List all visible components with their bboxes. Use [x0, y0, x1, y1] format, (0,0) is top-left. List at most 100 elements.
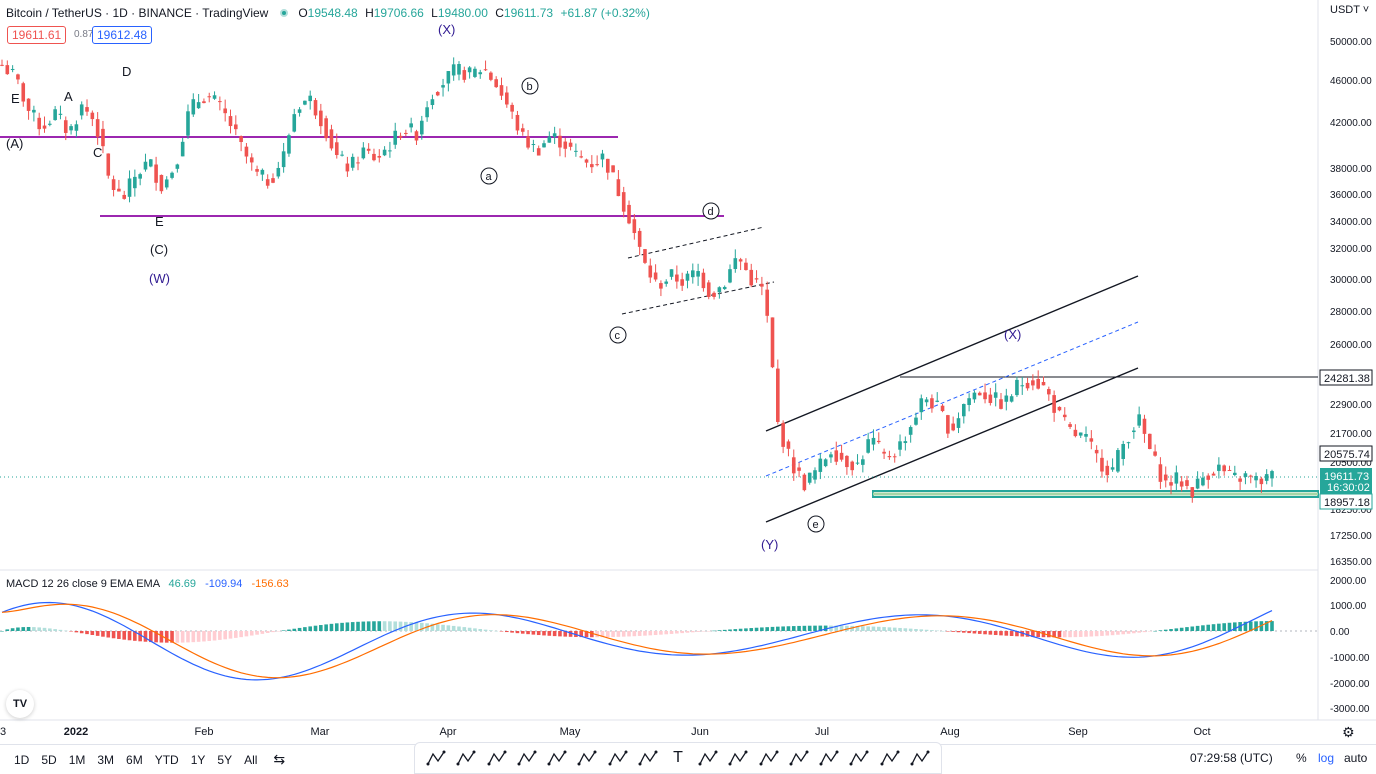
- text-cursor-icon[interactable]: [576, 747, 598, 769]
- range-5d[interactable]: 5D: [41, 752, 57, 767]
- elliott-circle-labels[interactable]: a b c d e: [480, 77, 825, 533]
- range-1m[interactable]: 1M: [68, 752, 86, 767]
- candle-body: [223, 108, 227, 114]
- candle-body: [829, 454, 833, 458]
- candle-body: [722, 286, 727, 290]
- candle-body: [1132, 430, 1136, 433]
- currency-selector[interactable]: USDT ˅: [1330, 4, 1370, 16]
- gann-box-icon[interactable]: [758, 747, 780, 769]
- price-tick-label: 50000.00: [1330, 37, 1372, 48]
- macd-hist-bar: [1052, 631, 1056, 638]
- text-icon[interactable]: T: [673, 749, 683, 766]
- chart-settings-icon[interactable]: ⚙: [1342, 724, 1355, 740]
- date-range-icon[interactable]: [607, 747, 629, 769]
- range-1y[interactable]: 1Y: [190, 752, 206, 767]
- trend-line-icon[interactable]: [546, 747, 568, 769]
- candle-body: [148, 159, 153, 167]
- price-tick-label: 26000.00: [1330, 340, 1372, 351]
- symbol-title[interactable]: Bitcoin / TetherUS · 1D · BINANCE · Trad…: [6, 6, 269, 20]
- candle-body: [303, 100, 307, 105]
- macd-hist-bar: [303, 627, 307, 631]
- xabcd-pattern-icon[interactable]: [425, 747, 447, 769]
- buy-price-button[interactable]: 19612.48: [92, 26, 153, 44]
- channel-lower[interactable]: [765, 367, 1139, 523]
- elliott-labels[interactable]: E A D C (A) E (C) (W) (X) (X) (Y): [6, 22, 1021, 552]
- candle-body: [1238, 478, 1242, 482]
- price-axis[interactable]: 50000.00 46000.00 42000.00 38000.00 36000.00…: [1330, 37, 1372, 568]
- channel-dashed-lower[interactable]: [621, 281, 775, 315]
- tradingview-logo-icon[interactable]: TV: [6, 690, 34, 718]
- channel-dashed-upper[interactable]: [627, 226, 765, 259]
- drawing-toolbar: T: [414, 742, 942, 774]
- candlestick-series[interactable]: [0, 57, 1274, 503]
- macd-hist-bar: [494, 630, 498, 632]
- market-status-icon[interactable]: [280, 9, 289, 17]
- macd-hist-bar: [892, 627, 897, 631]
- macd-hist-bar: [887, 627, 892, 631]
- range-5y[interactable]: 5Y: [217, 752, 233, 767]
- candle-body: [648, 265, 653, 278]
- time-tick-label: May: [560, 726, 581, 738]
- macd-hist-bar: [1057, 631, 1062, 638]
- range-1d[interactable]: 1D: [14, 752, 30, 767]
- candle-body: [435, 91, 440, 96]
- macd-hist-value: 46.69: [168, 578, 197, 590]
- sell-price-button[interactable]: 19611.61: [7, 26, 67, 44]
- candle-body: [1142, 418, 1147, 434]
- horizontal-line-icon[interactable]: [848, 747, 870, 769]
- time-axis[interactable]: 2022 Feb Mar Apr May Jun Jul Aug Sep Oct 3: [0, 726, 1211, 738]
- macd-hist-bar: [154, 631, 158, 643]
- macd-axis[interactable]: 2000.00 1000.00 0.00 -1000.00 -2000.00 -3000.…: [1330, 576, 1370, 715]
- auto-scale-button[interactable]: auto: [1344, 751, 1368, 765]
- pitchfork-icon[interactable]: [727, 747, 749, 769]
- macd-hist-bar: [207, 631, 212, 641]
- candle-body: [717, 287, 722, 293]
- macd-hist-bar: [1222, 623, 1226, 631]
- candle-body: [196, 102, 201, 109]
- elliott-wxy-icon[interactable]: [879, 747, 901, 769]
- candle-body: [967, 398, 971, 406]
- candle-body: [457, 64, 461, 75]
- candle-body: [935, 400, 940, 402]
- channel-upper[interactable]: [765, 275, 1139, 432]
- date-range-compare-icon[interactable]: ⇆: [273, 751, 286, 767]
- utc-clock[interactable]: 07:29:58 (UTC): [1190, 751, 1273, 765]
- rectangle-icon[interactable]: [818, 747, 840, 769]
- macd-hist-bar: [106, 631, 111, 638]
- range-ytd[interactable]: YTD: [154, 752, 179, 767]
- candle-body: [1201, 477, 1205, 486]
- trend-angle-icon[interactable]: [516, 747, 538, 769]
- time-tick-label: Aug: [940, 726, 960, 738]
- candle-body: [930, 398, 934, 409]
- channel-midline[interactable]: [765, 321, 1139, 477]
- fib-retracement-icon[interactable]: [697, 747, 719, 769]
- elliott-wxy2-icon[interactable]: [909, 747, 931, 769]
- macd-hist-bar: [1254, 621, 1258, 631]
- macd-legend[interactable]: MACD 12 26 close 9 EMA EMA 46.69 -109.94…: [6, 578, 289, 590]
- macd-histogram[interactable]: [0, 621, 1274, 643]
- range-all[interactable]: All: [244, 752, 258, 767]
- wave-label-bracket-a: (A): [6, 136, 23, 151]
- candle-body: [999, 399, 1003, 409]
- macd-hist-bar: [0, 631, 4, 632]
- macd-line[interactable]: [1, 601, 1273, 681]
- path-icon[interactable]: [788, 747, 810, 769]
- candle-body: [547, 136, 552, 143]
- macd-signal-line[interactable]: [1, 603, 1273, 679]
- macd-hist-bar: [255, 631, 259, 635]
- elliott-impulse-icon[interactable]: [486, 747, 508, 769]
- range-6m[interactable]: 6M: [126, 752, 143, 767]
- abcd-pattern-icon[interactable]: [455, 747, 477, 769]
- log-scale-button[interactable]: log: [1318, 751, 1335, 765]
- macd-hist-bar: [584, 631, 589, 638]
- range-3m[interactable]: 3M: [97, 752, 115, 767]
- percent-scale-button[interactable]: %: [1296, 751, 1307, 765]
- pen-icon[interactable]: [637, 747, 659, 769]
- symbol-legend[interactable]: Bitcoin / TetherUS · 1D · BINANCE · Trad…: [6, 6, 650, 20]
- macd-hist-bar: [770, 626, 775, 631]
- macd-hist-bar: [1020, 631, 1025, 637]
- candle-body: [1195, 478, 1200, 489]
- candle-body: [0, 64, 4, 66]
- macd-hist-bar: [202, 631, 206, 642]
